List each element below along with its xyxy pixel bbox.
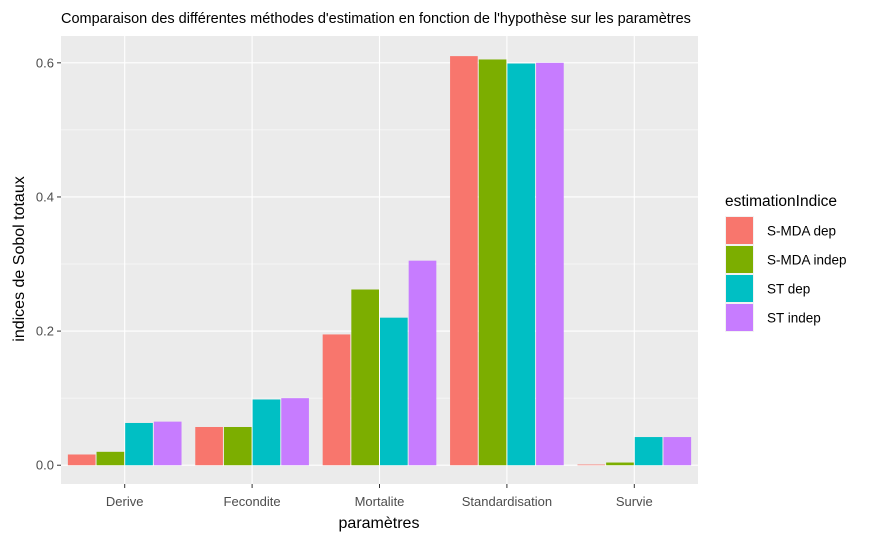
legend-label: S-MDA indep (767, 253, 847, 268)
legend-swatch (726, 275, 753, 302)
y-axis: 0.0 0.2 0.4 0.6 (36, 55, 61, 473)
legend-swatch (726, 217, 753, 244)
bar (322, 334, 351, 466)
bar (125, 422, 153, 466)
bar (606, 462, 634, 466)
bar (96, 451, 125, 466)
bar (195, 426, 223, 466)
legend-label: ST indep (767, 311, 821, 326)
bar (351, 289, 379, 466)
y-axis-label: indices de Sobol totaux (11, 176, 28, 341)
y-tick-label: 0.2 (36, 324, 54, 339)
x-axis: Derive Fecondite Mortalite Standardisation S… (106, 484, 653, 509)
legend: estimationIndice S-MDA dep S-MDA indep ST … (725, 193, 847, 332)
legend-swatch (726, 304, 753, 331)
y-tick-label: 0.4 (36, 189, 54, 204)
y-tick-label: 0.0 (36, 458, 54, 473)
bar (536, 62, 564, 466)
bar (252, 399, 281, 466)
y-tick-label: 0.6 (36, 55, 54, 70)
legend-label: S-MDA dep (767, 224, 836, 239)
chart-title: Comparaison des différentes méthodes d'e… (61, 11, 691, 27)
bar (507, 63, 536, 466)
bar (67, 454, 96, 466)
bar (478, 59, 507, 466)
bar (634, 437, 663, 466)
x-tick-label: Fecondite (224, 494, 281, 509)
bar (223, 426, 252, 466)
x-axis-label: paramètres (339, 515, 420, 532)
bar (663, 437, 692, 466)
bar (153, 421, 182, 466)
legend-label: ST dep (767, 282, 810, 297)
bar (450, 56, 478, 466)
bars (67, 56, 692, 466)
legend-swatch (726, 246, 753, 273)
legend-title: estimationIndice (725, 193, 837, 210)
x-tick-label: Survie (616, 494, 653, 509)
bar (577, 464, 606, 466)
x-tick-label: Mortalite (355, 494, 405, 509)
bar (408, 260, 437, 466)
bar (380, 317, 408, 466)
x-tick-label: Standardisation (462, 494, 552, 509)
x-tick-label: Derive (106, 494, 144, 509)
bar (281, 398, 309, 466)
